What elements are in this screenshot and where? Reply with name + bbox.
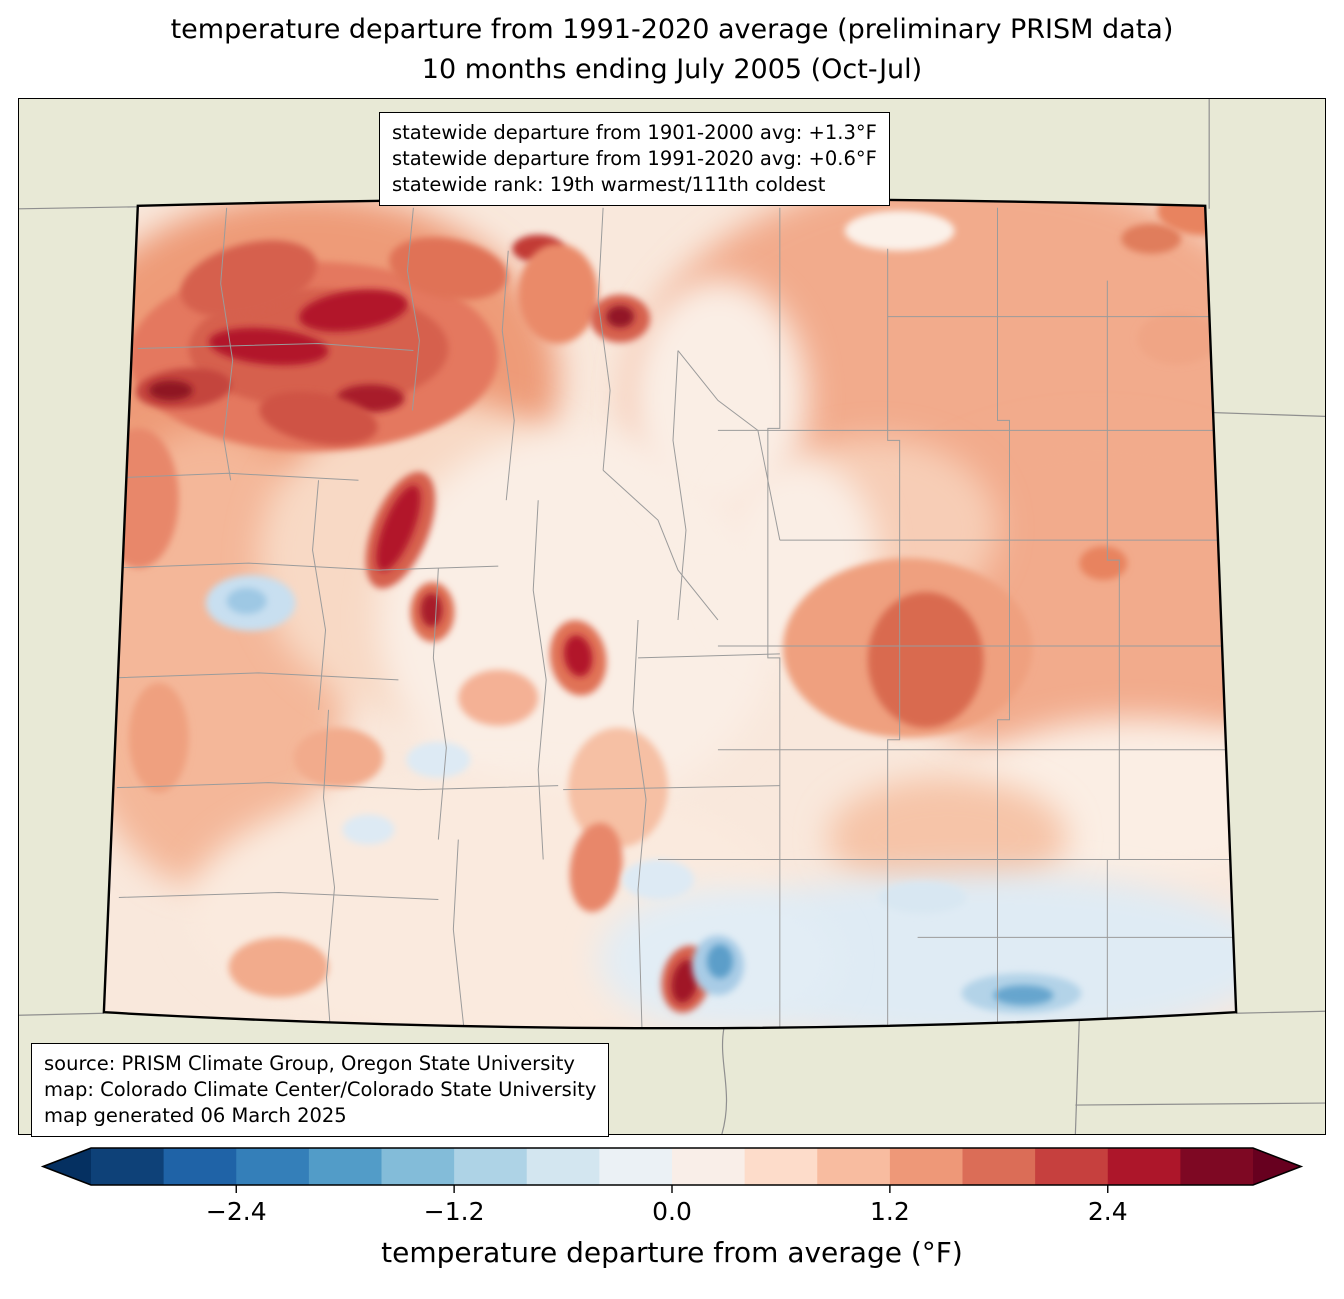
colorbar-tick-label: 2.4 xyxy=(1088,1197,1128,1226)
colorbar-tick-label: 0.0 xyxy=(652,1197,692,1226)
statewide-stats-box: statewide departure from 1901-2000 avg: … xyxy=(379,112,890,207)
map-credit-line: map: Colorado Climate Center/Colorado St… xyxy=(44,1078,597,1102)
county-borders xyxy=(103,207,1237,1029)
colorbar-axis-label: temperature departure from average (°F) xyxy=(381,1236,963,1269)
colorbar-tick-label: 1.2 xyxy=(870,1197,910,1226)
colorbar: −2.4 −1.2 0.0 1.2 2.4 temperature departure … xyxy=(40,1147,1304,1269)
figure-title-line2: 10 months ending July 2005 (Oct-Jul) xyxy=(421,54,923,85)
colorbar-scale: −2.4 −1.2 0.0 1.2 2.4 xyxy=(40,1147,1304,1226)
neighbor-state-borders xyxy=(19,99,1325,1134)
source-line: source: PRISM Climate Group, Oregon Stat… xyxy=(44,1052,575,1075)
figure-title-line1: temperature departure from 1991-2020 ave… xyxy=(170,14,1174,45)
temperature-field xyxy=(103,198,1237,1029)
generated-date-line: map generated 06 March 2025 xyxy=(44,1104,347,1128)
colorbar-tick-label: −1.2 xyxy=(424,1197,485,1226)
colorado-temperature-map xyxy=(19,99,1325,1134)
source-credit-box: source: PRISM Climate Group, Oregon Stat… xyxy=(31,1043,610,1138)
colorbar-tick-label: −2.4 xyxy=(206,1197,267,1226)
map-axes: statewide departure from 1901-2000 avg: … xyxy=(18,98,1326,1138)
stats-line-1901-2000: statewide departure from 1901-2000 avg: … xyxy=(392,121,877,144)
stats-line-1991-2020: statewide departure from 1991-2020 avg: … xyxy=(392,147,877,171)
stats-line-rank: statewide rank: 19th warmest/111th colde… xyxy=(392,173,826,197)
